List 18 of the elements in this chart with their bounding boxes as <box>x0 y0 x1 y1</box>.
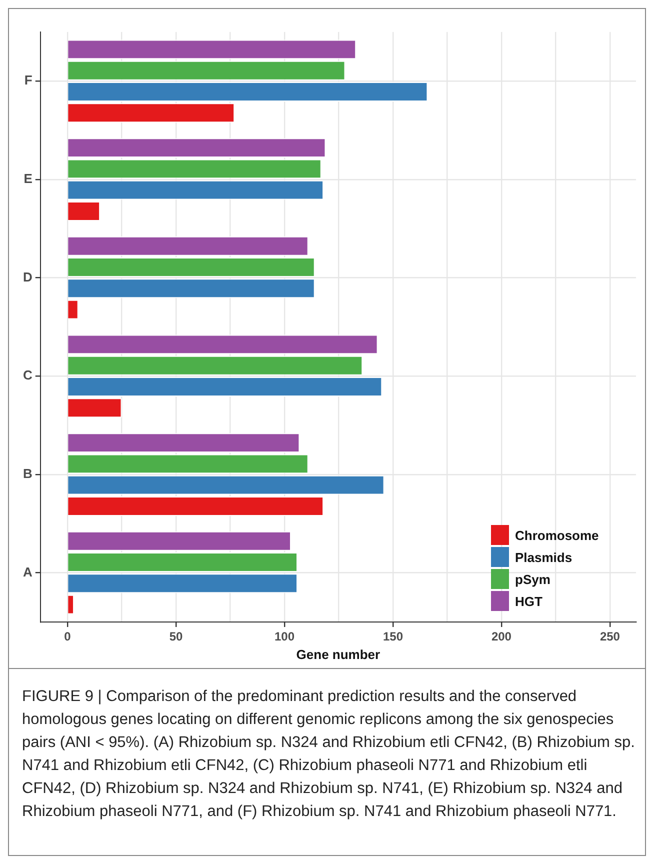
legend-label: Plasmids <box>515 550 572 564</box>
caption: FIGURE 9 | Comparison of the predominant prediction results and the conserved homologous genes locating on different genomic replicons among the six genospecies pairs (ANI < 95%). (A) Rhizobium sp. N324 and Rhizobium etli CFN42, (B) Rhizobium sp. N741 and Rhizobium etli CFN42, (C) Rhizobium phaseoli N771 and Rhizobium etli CFN42, (D) Rhizobium sp. N324 and Rhizobium sp. N741, (E) Rhizobium sp. N324 and Rhizobium phaseoli N771, and (F) Rhizobium sp. N741 and Rhizobium phaseoli N771. <box>22 687 636 822</box>
y-tick-label: D <box>23 269 32 284</box>
x-tick-label: 0 <box>64 630 72 644</box>
legend-label: HGT <box>515 594 542 608</box>
y-tick-label: E <box>24 171 33 186</box>
x-tick-label: 250 <box>600 630 620 644</box>
x-tick-label: 200 <box>491 630 512 644</box>
x-axis-title: Gene number <box>296 646 380 662</box>
legend-label: pSym <box>515 572 550 586</box>
x-tick-label: 50 <box>169 630 183 644</box>
y-tick-label: A <box>23 564 33 580</box>
y-tick-label: B <box>23 466 32 482</box>
x-tick-label: 150 <box>382 630 404 644</box>
legend-label: Chromosome <box>515 528 599 542</box>
x-tick-label: 100 <box>274 630 295 644</box>
y-tick-label: C <box>23 368 33 383</box>
y-tick-label: F <box>24 72 32 88</box>
